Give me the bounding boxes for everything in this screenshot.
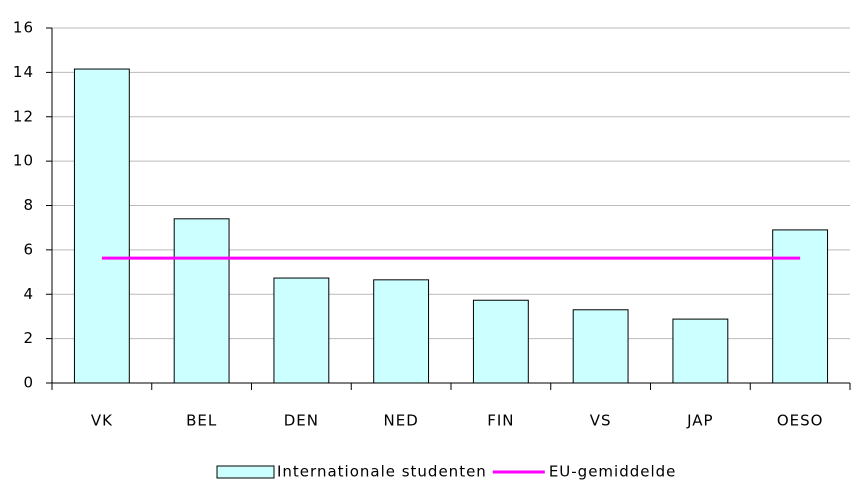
x-tick-label: VK — [91, 412, 113, 430]
legend-label: Internationale studenten — [277, 463, 487, 481]
bar — [672, 318, 729, 384]
legend-label: EU-gemiddelde — [549, 463, 677, 481]
x-tick-label: FIN — [487, 412, 514, 430]
x-tick-label: OESO — [777, 412, 824, 430]
y-tick-label: 14 — [13, 63, 34, 81]
x-tick-label: JAP — [686, 412, 713, 430]
y-tick-label: 4 — [23, 285, 34, 303]
bar — [73, 68, 130, 384]
bar — [572, 309, 629, 384]
y-tick-label: 2 — [23, 329, 34, 347]
x-tick-label: NED — [384, 412, 419, 430]
bar — [772, 229, 829, 384]
bar — [273, 277, 330, 384]
y-tick-label: 0 — [23, 374, 34, 392]
bar — [173, 218, 230, 384]
y-tick-label: 12 — [13, 107, 34, 125]
y-tick-label: 16 — [13, 19, 34, 37]
legend-swatch — [216, 465, 275, 479]
x-tick-label: BEL — [186, 412, 217, 430]
y-tick-label: 10 — [13, 152, 34, 170]
y-tick-label: 6 — [23, 240, 34, 258]
y-tick-label: 8 — [23, 196, 34, 214]
x-tick-label: VS — [590, 412, 612, 430]
x-tick-label: DEN — [284, 412, 319, 430]
bar — [472, 299, 529, 384]
bar — [373, 279, 430, 384]
